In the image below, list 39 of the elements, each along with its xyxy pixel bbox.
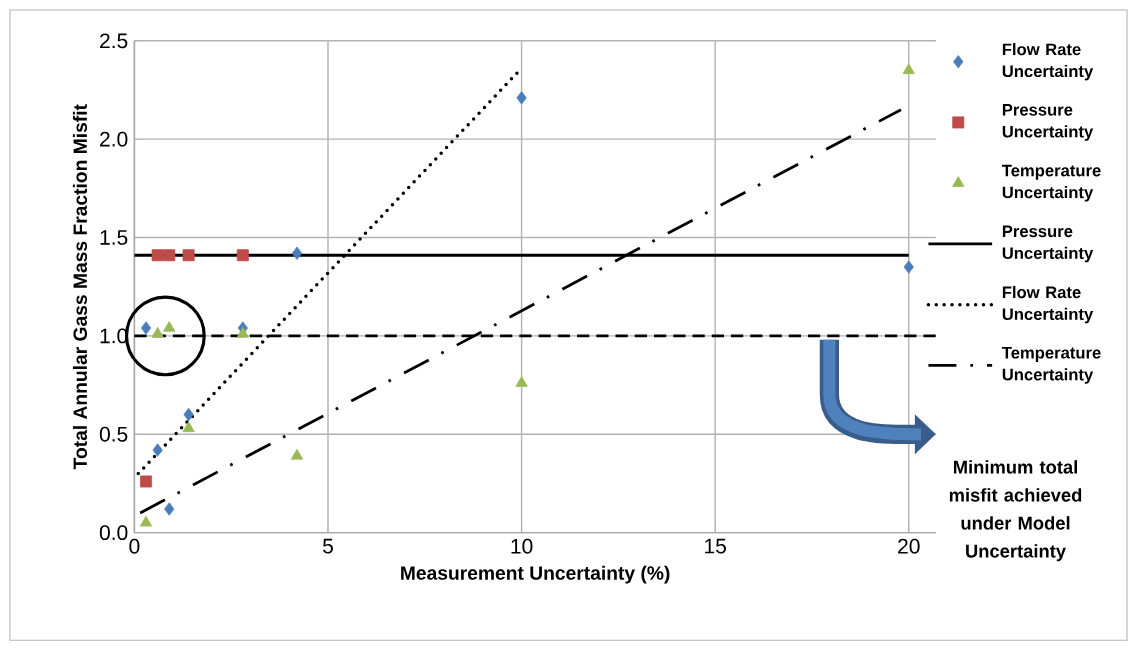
- point: [163, 249, 176, 262]
- point: [182, 249, 195, 262]
- point: [902, 63, 915, 74]
- y-tick-label: 2.5: [100, 33, 128, 49]
- y-tick-label: 0.0: [99, 525, 128, 540]
- point: [290, 448, 304, 460]
- legend-label: Temperature Uncertainty: [1001, 346, 1101, 384]
- y-axis-title: Total Annular Gass Mass Fraction Misfit: [72, 104, 88, 470]
- y-tick-label: 1.5: [100, 230, 128, 245]
- x-tick-label: 5: [323, 538, 333, 554]
- x-axis-title: Measurement Uncertainty (%): [401, 565, 670, 584]
- point: [516, 91, 527, 105]
- text: Minimum total misfit achieved under Model Uncertainty: [949, 460, 1082, 562]
- legend-label: Temperature Uncertainty: [1001, 164, 1101, 202]
- point: [151, 326, 164, 338]
- point: [515, 376, 528, 387]
- point: [139, 515, 153, 527]
- point: [183, 407, 194, 422]
- point: [236, 326, 249, 338]
- x-tick-label: 0: [129, 538, 140, 554]
- legend-label: Pressure Uncertainty: [1002, 225, 1094, 263]
- y-tick-label: 2.0: [100, 131, 128, 147]
- point: [182, 421, 195, 432]
- legend-label: Pressure Uncertainty: [1002, 104, 1094, 141]
- x-tick-label: 20: [898, 538, 920, 554]
- point: [236, 249, 249, 262]
- x-tick-label: 15: [705, 538, 726, 554]
- point: [140, 475, 152, 488]
- point: [164, 502, 175, 516]
- y-tick-label: 0.5: [99, 426, 128, 442]
- point: [903, 260, 914, 274]
- point: [163, 320, 176, 332]
- point: [151, 249, 164, 262]
- point: [291, 246, 303, 260]
- point: [140, 321, 152, 335]
- x-tick-label: 10: [511, 538, 533, 554]
- legend-label: Flow Rate Uncertainty: [1002, 285, 1094, 324]
- point: [152, 443, 163, 457]
- legend-label: Flow Rate Uncertainty: [1002, 42, 1094, 81]
